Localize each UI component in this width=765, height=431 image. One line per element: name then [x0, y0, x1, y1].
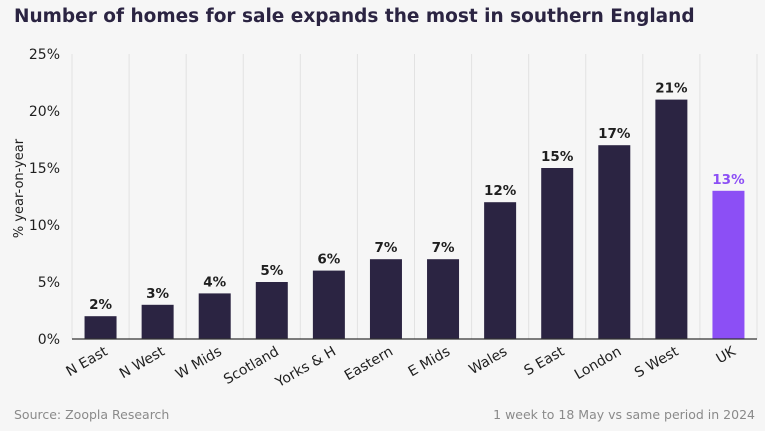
- y-axis-title: % year-on-year: [12, 138, 27, 238]
- bar-n-west: [141, 304, 174, 339]
- value-label: 6%: [317, 252, 340, 268]
- grid-lines: [71, 54, 758, 339]
- source-note: Source: Zoopla Research: [14, 407, 170, 422]
- value-label: 5%: [260, 263, 283, 279]
- value-label: 17%: [598, 126, 631, 142]
- y-tick-label: 5%: [38, 275, 60, 291]
- x-tick-label: E Mids: [406, 344, 453, 381]
- value-label: 13%: [712, 172, 745, 188]
- value-label: 15%: [541, 149, 574, 165]
- value-label: 3%: [146, 286, 169, 302]
- y-tick-label: 15%: [29, 161, 60, 177]
- x-tick-label: S East: [521, 343, 567, 379]
- bar-s-east: [541, 168, 574, 339]
- value-label: 2%: [89, 297, 112, 313]
- bar-scotland: [255, 282, 288, 339]
- bar-yorks-h: [312, 270, 345, 339]
- value-label: 7%: [374, 240, 397, 256]
- x-tick-label: N East: [63, 343, 111, 380]
- bar-e-mids: [427, 259, 460, 339]
- x-tick-label: Eastern: [342, 344, 396, 384]
- y-tick-label: 10%: [29, 218, 60, 234]
- value-label: 4%: [203, 274, 226, 290]
- bar-eastern: [369, 259, 402, 339]
- value-label: 7%: [432, 240, 455, 256]
- y-axis: 0% 5% 10% 15% 20% 25% % year-on-year: [12, 47, 60, 348]
- value-label: 12%: [484, 183, 517, 199]
- x-tick-label: Yorks & H: [272, 344, 339, 392]
- x-tick-label: Wales: [466, 344, 510, 379]
- bar-uk: [712, 190, 745, 339]
- period-note: 1 week to 18 May vs same period in 2024: [493, 407, 755, 422]
- bars: [84, 99, 745, 339]
- x-tick-label: UK: [714, 343, 740, 367]
- x-tick-label: W Mids: [173, 344, 225, 383]
- x-tick-label: London: [572, 344, 624, 384]
- bar-wales: [484, 202, 517, 339]
- x-tick-label: Scotland: [221, 344, 282, 388]
- y-tick-label: 20%: [29, 104, 60, 120]
- x-tick-label: S West: [632, 343, 682, 381]
- y-tick-label: 0%: [38, 332, 60, 348]
- bar-n-east: [84, 316, 117, 339]
- bar-london: [598, 145, 631, 339]
- x-tick-label: N West: [117, 343, 168, 382]
- bar-w-mids: [198, 293, 231, 339]
- value-label: 21%: [655, 81, 688, 97]
- y-tick-label: 25%: [29, 47, 60, 63]
- bar-s-west: [655, 99, 688, 339]
- value-labels: 2% 3% 4% 5% 6% 7% 7% 12% 15% 17% 21% 13%: [89, 81, 745, 314]
- chart-title: Number of homes for sale expands the mos…: [14, 6, 695, 27]
